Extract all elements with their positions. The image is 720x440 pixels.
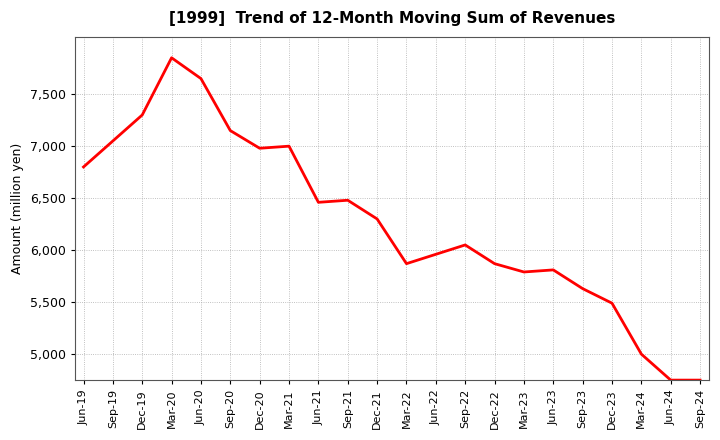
Y-axis label: Amount (million yen): Amount (million yen) — [11, 143, 24, 274]
Title: [1999]  Trend of 12-Month Moving Sum of Revenues: [1999] Trend of 12-Month Moving Sum of R… — [168, 11, 615, 26]
